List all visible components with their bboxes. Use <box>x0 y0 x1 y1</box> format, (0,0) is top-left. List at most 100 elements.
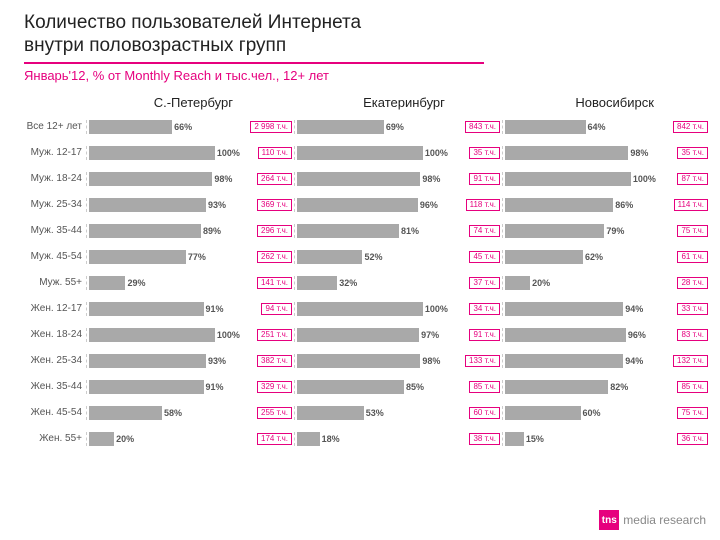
chart-cell: 69%843 т.ч. <box>294 120 502 134</box>
absolute-label: 118 т.ч. <box>466 199 500 211</box>
bar-wrap: 98%35 т.ч. <box>505 146 708 160</box>
chart-cell: 100%87 т.ч. <box>502 172 710 186</box>
bar <box>89 250 186 264</box>
percent-label: 86% <box>615 200 633 210</box>
absolute-label: 75 т.ч. <box>677 225 708 237</box>
percent-label: 18% <box>322 434 340 444</box>
title-line-2: внутри половозрастных групп <box>24 35 286 56</box>
percent-label: 94% <box>625 304 643 314</box>
bar <box>505 224 604 238</box>
chart-row: Муж. 45-5477%262 т.ч.52%45 т.ч.62%61 т.ч… <box>0 244 710 270</box>
bar <box>505 250 583 264</box>
absolute-label: 114 т.ч. <box>674 199 708 211</box>
absolute-label: 94 т.ч. <box>261 303 292 315</box>
bar-wrap: 100%87 т.ч. <box>505 172 708 186</box>
bar-wrap: 97% 91 т.ч. <box>297 328 500 342</box>
bar-wrap: 94%33 т.ч. <box>505 302 708 316</box>
bar-wrap: 69%843 т.ч. <box>297 120 500 134</box>
bar <box>505 406 581 420</box>
percent-label: 58% <box>164 408 182 418</box>
percent-label: 93% <box>208 356 226 366</box>
bar-wrap: 20%174 т.ч. <box>89 432 292 446</box>
absolute-label: 85 т.ч. <box>469 381 500 393</box>
bar <box>89 120 172 134</box>
percent-label: 82% <box>610 382 628 392</box>
percent-label: 96% <box>628 330 646 340</box>
chart-cell: 58%255 т.ч. <box>86 406 294 420</box>
percent-label: 98% <box>422 174 440 184</box>
bar-wrap: 100%35 т.ч. <box>297 146 500 160</box>
bar-wrap: 98%264 т.ч. <box>89 172 292 186</box>
chart-cell: 98%91 т.ч. <box>294 172 502 186</box>
title-underline <box>24 62 484 64</box>
absolute-label: 74 т.ч. <box>469 225 500 237</box>
absolute-label: 91 т.ч. <box>469 329 500 341</box>
chart-row: Муж. 25-3493%369 т.ч.96%118 т.ч.86%114 т… <box>0 192 710 218</box>
bar <box>505 302 623 316</box>
absolute-label: 382 т.ч. <box>257 355 292 367</box>
chart-row: Жен. 25-3493%382 т.ч.98%133 т.ч.94%132 т… <box>0 348 710 374</box>
percent-label: 20% <box>532 278 550 288</box>
bar-wrap: 91%329 т.ч. <box>89 380 292 394</box>
chart-cell: 96%118 т.ч. <box>294 198 502 212</box>
bar-wrap: 100%251 т.ч. <box>89 328 292 342</box>
absolute-label: 842 т.ч. <box>673 121 708 133</box>
chart-cell: 89%296 т.ч. <box>86 224 294 238</box>
bar <box>505 432 524 446</box>
bar-wrap: 29%141 т.ч. <box>89 276 292 290</box>
absolute-label: 369 т.ч. <box>257 199 292 211</box>
bar <box>89 276 125 290</box>
bar <box>297 198 418 212</box>
percent-label: 91% <box>206 304 224 314</box>
chart-cell: 96%83 т.ч. <box>502 328 710 342</box>
absolute-label: 37 т.ч. <box>469 277 500 289</box>
percent-label: 97% <box>421 330 439 340</box>
absolute-label: 110 т.ч. <box>258 147 292 159</box>
chart-cell: 77%262 т.ч. <box>86 250 294 264</box>
bar <box>505 172 631 186</box>
percent-label: 53% <box>366 408 384 418</box>
bar-wrap: 79% 75 т.ч. <box>505 224 708 238</box>
absolute-label: 329 т.ч. <box>257 381 292 393</box>
chart-cell: 64% 842 т.ч. <box>502 120 710 134</box>
absolute-label: 36 т.ч. <box>677 433 708 445</box>
chart-cell: 100%35 т.ч. <box>294 146 502 160</box>
chart-cell: 29%141 т.ч. <box>86 276 294 290</box>
percent-label: 64% <box>588 122 606 132</box>
bar <box>297 354 420 368</box>
chart-rows: Все 12+ лет66%2 998 т.ч.69%843 т.ч.64%84… <box>0 114 720 452</box>
bar-wrap: 93% 382 т.ч. <box>89 354 292 368</box>
row-label: Муж. 25-34 <box>0 199 86 210</box>
percent-label: 100% <box>217 330 240 340</box>
percent-label: 81% <box>401 226 419 236</box>
chart-cell: 66%2 998 т.ч. <box>86 120 294 134</box>
bar-wrap: 52%45 т.ч. <box>297 250 500 264</box>
row-label: Муж. 45-54 <box>0 251 86 262</box>
city-headers: С.-Петербург Екатеринбург Новосибирск <box>0 95 720 110</box>
chart-cell: 53% 60 т.ч. <box>294 406 502 420</box>
chart-row: Муж. 55+29%141 т.ч.32%37 т.ч.20%28 т.ч. <box>0 270 710 296</box>
bar-wrap: 96%83 т.ч. <box>505 328 708 342</box>
absolute-label: 45 т.ч. <box>469 251 500 263</box>
row-label: Муж. 12-17 <box>0 147 86 158</box>
bar-wrap: 53% 60 т.ч. <box>297 406 500 420</box>
absolute-label: 28 т.ч. <box>677 277 708 289</box>
bar-wrap: 96%118 т.ч. <box>297 198 500 212</box>
absolute-label: 296 т.ч. <box>257 225 292 237</box>
bar <box>89 406 162 420</box>
absolute-label: 85 т.ч. <box>677 381 708 393</box>
percent-label: 100% <box>425 148 448 158</box>
percent-label: 69% <box>386 122 404 132</box>
absolute-label: 132 т.ч. <box>673 355 708 367</box>
row-label: Муж. 18-24 <box>0 173 86 184</box>
chart-cell: 100%34 т.ч. <box>294 302 502 316</box>
absolute-label: 60 т.ч. <box>469 407 500 419</box>
bar <box>505 380 608 394</box>
bar <box>505 328 626 342</box>
percent-label: 79% <box>606 226 624 236</box>
chart-cell: 32%37 т.ч. <box>294 276 502 290</box>
row-label: Жен. 35-44 <box>0 381 86 392</box>
percent-label: 98% <box>630 148 648 158</box>
bar <box>89 146 215 160</box>
bar <box>89 380 204 394</box>
